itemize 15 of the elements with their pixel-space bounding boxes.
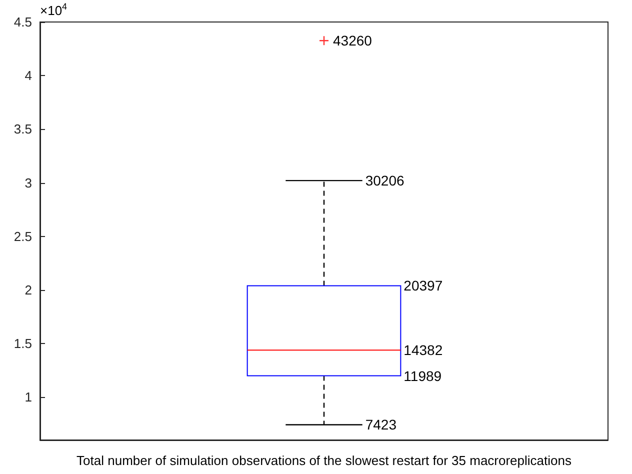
- annotation: 43260: [333, 32, 372, 49]
- y-tick-label: 2.5: [14, 228, 32, 244]
- y-tick-label: 3.5: [14, 122, 32, 137]
- annotation: 7423: [365, 416, 397, 433]
- y-tick-label: 1: [24, 390, 32, 405]
- y-tick-label: 1.5: [14, 336, 32, 352]
- y-tick-label: 2: [24, 282, 32, 298]
- annotation: 11989: [404, 368, 442, 384]
- annotation: 14382: [404, 342, 443, 358]
- x-axis-title: Total number of simulation observations of the slowest restart for 35 macroreplications: [76, 453, 572, 468]
- annotation: 20397: [404, 278, 443, 294]
- y-tick-label: 4.5: [14, 14, 32, 30]
- annotation: 30206: [365, 172, 404, 189]
- y-tick-label: 3: [24, 175, 32, 190]
- y-tick-label: 4: [24, 68, 32, 84]
